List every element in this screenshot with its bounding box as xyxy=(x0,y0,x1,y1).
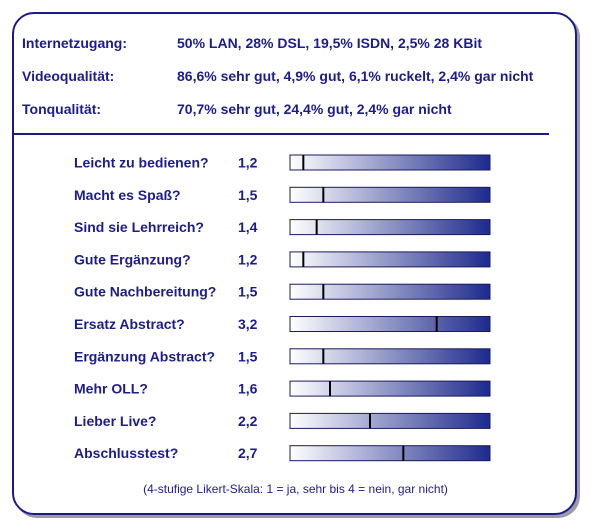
mean-value-label: 3,2 xyxy=(238,316,258,332)
scale-bar xyxy=(289,380,491,397)
scale-footnote: (4-stufige Likert-Skala: 1 = ja, sehr bi… xyxy=(143,482,448,496)
mean-value-label: 1,5 xyxy=(238,348,258,364)
question-label: Ersatz Abstract? xyxy=(74,316,185,332)
question-label: Ergänzung Abstract? xyxy=(74,348,215,364)
info-value: 50% LAN, 28% DSL, 19,5% ISDN, 2,5% 28 KB… xyxy=(177,35,482,51)
question-label: Leicht zu bedienen? xyxy=(74,155,209,171)
info-value: 70,7% sehr gut, 24,4% gut, 2,4% gar nich… xyxy=(177,101,452,117)
scale-bar xyxy=(289,445,491,462)
mean-value-label: 1,2 xyxy=(238,251,258,267)
mean-value-label: 1,6 xyxy=(238,381,258,397)
mean-value-label: 2,7 xyxy=(238,445,258,461)
question-label: Gute Nachbereitung? xyxy=(74,284,216,300)
info-label: Tonqualität: xyxy=(22,101,102,117)
scale-bar xyxy=(289,283,491,300)
mean-value-label: 1,5 xyxy=(238,284,258,300)
scale-bar xyxy=(289,316,491,332)
question-label: Lieber Live? xyxy=(74,413,156,429)
scale-bar xyxy=(289,251,491,268)
scale-bar xyxy=(289,154,491,171)
info-label: Videoqualität: xyxy=(22,68,115,84)
scale-bar xyxy=(289,348,491,365)
mean-value-label: 2,2 xyxy=(238,413,258,429)
question-label: Abschlusstest? xyxy=(74,445,178,461)
mean-value-label: 1,4 xyxy=(238,219,258,235)
scale-bar xyxy=(289,186,491,203)
info-value: 86,6% sehr gut, 4,9% gut, 6,1% ruckelt, … xyxy=(177,68,534,84)
question-label: Gute Ergänzung? xyxy=(74,251,191,267)
info-label: Internetzugang: xyxy=(22,35,127,51)
scale-bar xyxy=(289,219,491,236)
divider xyxy=(14,133,549,135)
question-label: Macht es Spaß? xyxy=(74,187,181,203)
mean-value-label: 1,5 xyxy=(238,187,258,203)
question-label: Mehr OLL? xyxy=(74,381,148,397)
question-label: Sind sie Lehrreich? xyxy=(74,219,204,235)
scale-bar xyxy=(289,412,491,429)
mean-value-label: 1,2 xyxy=(238,155,258,171)
